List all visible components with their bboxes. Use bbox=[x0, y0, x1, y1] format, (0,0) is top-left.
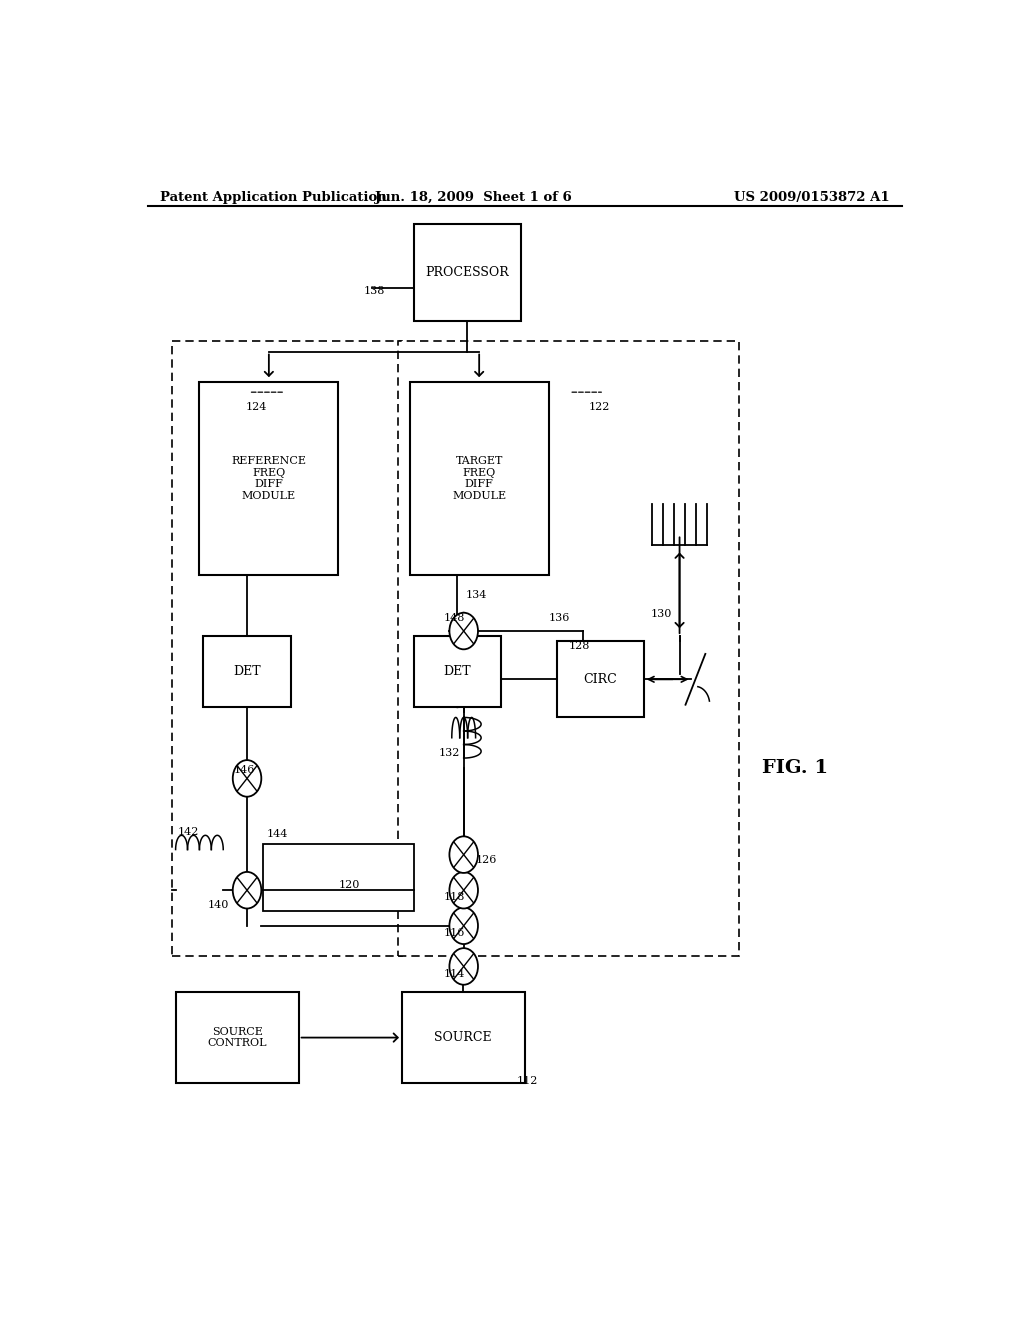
Circle shape bbox=[450, 837, 478, 873]
Bar bbox=[176, 991, 299, 1084]
Circle shape bbox=[450, 948, 478, 985]
Text: 126: 126 bbox=[475, 855, 497, 865]
Text: 118: 118 bbox=[443, 892, 465, 903]
Text: 128: 128 bbox=[568, 642, 590, 651]
Bar bbox=[263, 845, 414, 911]
Bar bbox=[414, 636, 501, 708]
Bar bbox=[397, 342, 739, 956]
Text: 148: 148 bbox=[443, 612, 465, 623]
Text: SOURCE: SOURCE bbox=[434, 1031, 493, 1044]
Text: DET: DET bbox=[233, 665, 261, 678]
Circle shape bbox=[450, 612, 478, 649]
Text: 120: 120 bbox=[338, 880, 359, 890]
Circle shape bbox=[450, 873, 478, 908]
Bar bbox=[401, 991, 524, 1084]
Text: Jun. 18, 2009  Sheet 1 of 6: Jun. 18, 2009 Sheet 1 of 6 bbox=[375, 191, 571, 203]
Circle shape bbox=[232, 760, 261, 797]
Text: 142: 142 bbox=[177, 828, 199, 837]
Text: DET: DET bbox=[443, 665, 471, 678]
Text: 124: 124 bbox=[246, 403, 267, 412]
Text: 138: 138 bbox=[364, 285, 385, 296]
Text: 136: 136 bbox=[549, 612, 570, 623]
Text: 134: 134 bbox=[465, 590, 486, 601]
Text: 146: 146 bbox=[233, 766, 255, 775]
Text: REFERENCE
FREQ
DIFF
MODULE: REFERENCE FREQ DIFF MODULE bbox=[231, 457, 306, 502]
Circle shape bbox=[232, 873, 261, 908]
Text: 140: 140 bbox=[207, 900, 228, 911]
Text: 112: 112 bbox=[517, 1076, 539, 1086]
Text: Patent Application Publication: Patent Application Publication bbox=[160, 191, 386, 203]
Text: PROCESSOR: PROCESSOR bbox=[425, 267, 509, 280]
Circle shape bbox=[450, 907, 478, 944]
Text: CIRC: CIRC bbox=[584, 673, 617, 686]
Bar bbox=[414, 224, 521, 321]
Bar bbox=[410, 381, 549, 576]
Text: US 2009/0153872 A1: US 2009/0153872 A1 bbox=[734, 191, 890, 203]
Text: 116: 116 bbox=[443, 928, 465, 939]
Bar bbox=[557, 642, 644, 718]
Bar bbox=[172, 342, 401, 956]
Text: 122: 122 bbox=[588, 403, 609, 412]
Text: SOURCE
CONTROL: SOURCE CONTROL bbox=[208, 1027, 267, 1048]
Text: 130: 130 bbox=[650, 609, 672, 619]
Text: 144: 144 bbox=[267, 829, 288, 840]
Bar bbox=[204, 636, 291, 708]
Text: FIG. 1: FIG. 1 bbox=[762, 759, 827, 777]
Text: 132: 132 bbox=[439, 748, 461, 758]
Text: 114: 114 bbox=[443, 969, 465, 978]
Text: TARGET
FREQ
DIFF
MODULE: TARGET FREQ DIFF MODULE bbox=[453, 457, 506, 502]
Bar bbox=[200, 381, 338, 576]
